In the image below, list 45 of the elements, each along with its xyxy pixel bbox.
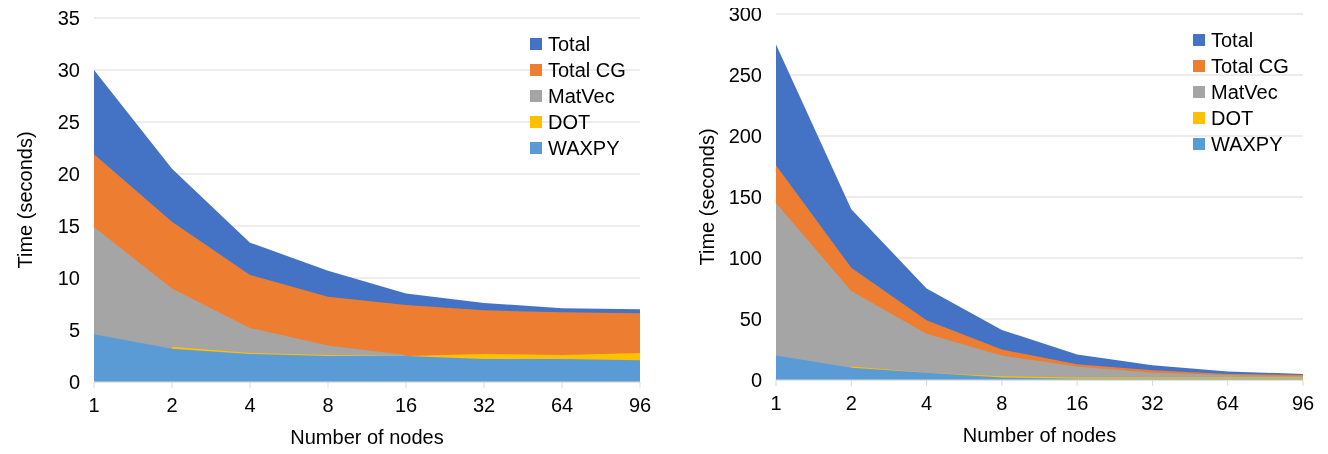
y-tick-label: 35: [57, 7, 80, 29]
y-tick-label: 250: [728, 64, 762, 86]
legend-label: MatVec: [1211, 81, 1278, 103]
legend-label: WAXPY: [548, 137, 620, 159]
y-axis-title: Time (seconds): [696, 128, 718, 266]
legend-label: WAXPY: [1211, 133, 1283, 155]
y-axis-title: Time (seconds): [14, 131, 36, 269]
legend-label: Total CG: [1211, 55, 1289, 77]
y-tick-label: 15: [57, 215, 80, 237]
legend-label: DOT: [548, 111, 591, 133]
y-tick-label: 20: [57, 163, 80, 185]
x-tick-label: 4: [921, 392, 933, 414]
y-tick-label: 10: [57, 267, 80, 289]
y-tick-label: 5: [68, 319, 80, 341]
y-tick-label: 0: [68, 371, 80, 393]
x-tick-label: 64: [550, 394, 574, 416]
y-tick-label: 300: [728, 3, 762, 25]
y-tick-label: 30: [57, 59, 80, 81]
y-tick-label: 0: [750, 369, 762, 391]
x-tick-label: 2: [166, 394, 178, 416]
x-tick-label: 96: [1291, 392, 1315, 414]
legend-label: MatVec: [548, 85, 615, 107]
y-tick-label: 50: [739, 308, 762, 330]
x-tick-label: 1: [88, 394, 100, 416]
x-tick-label: 2: [845, 392, 857, 414]
x-tick-label: 64: [1216, 392, 1239, 414]
legend-label: Total: [548, 33, 591, 55]
y-tick-label: 200: [728, 125, 762, 147]
x-tick-label: 32: [1141, 392, 1164, 414]
x-tick-label: 8: [996, 392, 1008, 414]
x-tick-label: 1: [770, 392, 782, 414]
y-tick-label: 100: [728, 247, 762, 269]
x-tick-label: 8: [322, 394, 334, 416]
x-axis-title: Number of nodes: [290, 426, 444, 448]
x-tick-label: 32: [472, 394, 496, 416]
legend-label: Total CG: [548, 59, 626, 81]
x-tick-label: 16: [1066, 392, 1089, 414]
y-tick-label: 25: [57, 111, 80, 133]
x-tick-label: 96: [628, 394, 652, 416]
x-tick-label: 4: [244, 394, 256, 416]
x-tick-label: 16: [394, 394, 418, 416]
y-tick-label: 150: [728, 186, 762, 208]
x-axis-title: Number of nodes: [962, 424, 1117, 446]
legend-label: DOT: [1211, 107, 1254, 129]
legend-label: Total: [1211, 29, 1254, 51]
